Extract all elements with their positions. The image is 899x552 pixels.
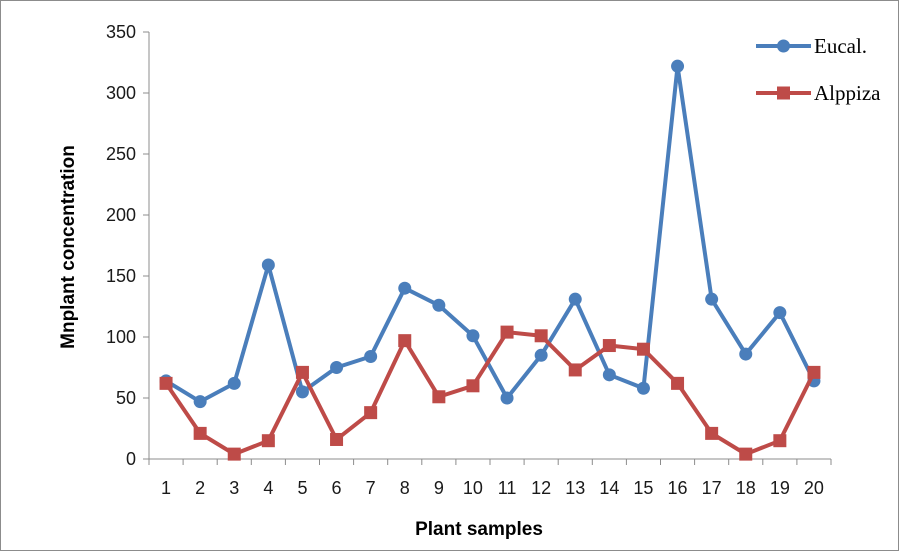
legend: Eucal. Alppiza	[756, 34, 881, 105]
data-point-eucal	[534, 348, 548, 362]
data-point-alppiza	[159, 376, 173, 390]
data-point-eucal	[466, 329, 480, 343]
x-axis: 1 2 3 4 5 6 7 8 9 10 11 12 13 14 15 16 17 18 19 20	[148, 458, 832, 498]
data-point-eucal	[636, 381, 650, 395]
data-point-eucal	[705, 292, 719, 306]
x-axis-title: Plant samples	[415, 519, 543, 540]
data-point-alppiza	[398, 334, 412, 348]
data-point-eucal	[398, 281, 412, 295]
data-point-alppiza	[193, 426, 207, 440]
y-tick-label: 50	[116, 388, 136, 408]
y-tick-label: 300	[106, 83, 136, 103]
legend-marker-alppiza	[777, 86, 790, 100]
data-point-eucal	[568, 292, 582, 306]
data-point-eucal	[739, 347, 753, 361]
data-point-eucal	[364, 350, 378, 364]
data-point-alppiza	[534, 329, 548, 343]
x-tick-label: 17	[702, 478, 722, 498]
x-tick-label: 13	[565, 478, 585, 498]
data-point-eucal	[773, 306, 787, 320]
x-tick-label: 8	[400, 478, 410, 498]
data-point-alppiza	[466, 379, 480, 393]
legend-label-alppiza: Alppiza	[814, 81, 881, 105]
x-tick-label: 10	[463, 478, 483, 498]
data-point-alppiza	[671, 376, 685, 390]
data-point-alppiza	[227, 447, 241, 461]
y-tick-label: 200	[106, 205, 136, 225]
data-point-alppiza	[636, 342, 650, 356]
data-point-eucal	[330, 361, 344, 374]
data-point-eucal	[500, 391, 514, 405]
x-tick-label: 6	[332, 478, 342, 498]
data-point-eucal	[295, 385, 309, 399]
legend-marker-eucal	[777, 39, 790, 53]
x-tick-label: 11	[498, 478, 517, 498]
x-tick-label: 2	[195, 478, 205, 498]
x-tick-label: 15	[633, 478, 653, 498]
data-point-eucal	[227, 376, 241, 390]
data-point-eucal	[602, 368, 616, 382]
x-tick-label: 1	[161, 478, 171, 498]
data-point-alppiza	[295, 365, 309, 379]
x-tick-label: 14	[599, 478, 619, 498]
series-line-eucal	[165, 64, 816, 404]
data-point-alppiza	[705, 426, 719, 440]
data-point-alppiza	[500, 325, 514, 339]
x-tick-label: 19	[770, 478, 790, 498]
data-point-eucal	[671, 59, 685, 73]
y-tick-label: 250	[106, 144, 136, 164]
y-tick-label: 350	[106, 22, 136, 42]
legend-label-eucal: Eucal.	[814, 34, 867, 58]
x-tick-label: 3	[229, 478, 239, 498]
x-tick-label: 20	[804, 478, 824, 498]
x-tick-label: 4	[263, 478, 273, 498]
data-point-alppiza	[568, 363, 582, 377]
data-point-eucal	[193, 395, 207, 409]
data-point-alppiza	[364, 406, 378, 420]
y-tick-label: 0	[126, 449, 136, 469]
x-tick-label: 12	[531, 478, 551, 498]
series-line-alppiza	[164, 330, 816, 457]
data-point-alppiza	[432, 390, 446, 404]
x-tick-label: 9	[434, 478, 444, 498]
data-point-alppiza	[773, 434, 787, 448]
data-point-alppiza	[330, 432, 344, 446]
y-axis: 0 50 100 150 200 250 300 350	[106, 22, 150, 469]
series-layer	[159, 59, 821, 461]
x-tick-label: 18	[736, 478, 756, 498]
data-point-eucal	[261, 258, 275, 272]
y-tick-label: 100	[106, 327, 136, 347]
x-tick-label: 7	[366, 478, 376, 498]
x-tick-label: 5	[297, 478, 307, 498]
data-point-alppiza	[739, 447, 753, 461]
x-tick-label: 16	[668, 478, 688, 498]
data-point-alppiza	[602, 339, 616, 353]
data-point-alppiza	[261, 434, 275, 448]
y-axis-title: Mnplant concentration	[58, 145, 79, 349]
data-point-eucal	[432, 298, 446, 312]
data-point-alppiza	[807, 365, 821, 379]
y-tick-label: 150	[106, 266, 136, 286]
